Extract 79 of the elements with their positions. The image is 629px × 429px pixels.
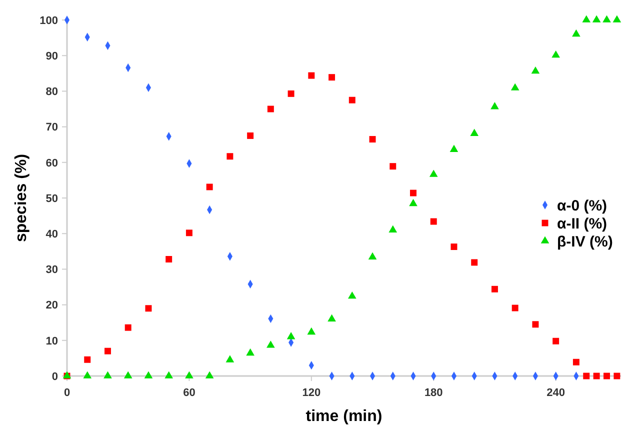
point bbox=[512, 304, 518, 312]
point bbox=[328, 314, 336, 322]
point bbox=[164, 371, 173, 378]
point bbox=[247, 132, 254, 139]
point bbox=[582, 15, 591, 22]
point bbox=[390, 163, 396, 170]
point bbox=[104, 371, 112, 378]
point bbox=[490, 102, 499, 110]
y-tick-label: 20 bbox=[46, 300, 58, 312]
point bbox=[614, 372, 620, 380]
point bbox=[471, 259, 478, 266]
point bbox=[450, 144, 458, 152]
x-tick-label: 180 bbox=[424, 387, 443, 399]
point bbox=[532, 321, 539, 328]
point bbox=[144, 371, 153, 378]
y-tick-label: 100 bbox=[40, 14, 58, 27]
y-tick-label: 90 bbox=[46, 50, 58, 62]
x-tick-label: 0 bbox=[64, 387, 70, 399]
point bbox=[470, 128, 479, 136]
point bbox=[604, 372, 610, 380]
point bbox=[348, 291, 356, 299]
x-tick-label: 60 bbox=[183, 387, 196, 399]
point bbox=[348, 96, 356, 104]
point bbox=[612, 15, 622, 22]
point bbox=[410, 190, 416, 196]
legend-label: β-IV (%) bbox=[557, 233, 613, 250]
point bbox=[369, 136, 376, 142]
point bbox=[450, 244, 458, 250]
point bbox=[84, 356, 91, 363]
y-tick-label: 10 bbox=[46, 335, 58, 348]
x-tick-label: 120 bbox=[302, 387, 321, 399]
point bbox=[429, 170, 438, 177]
y-tick-label: 30 bbox=[46, 264, 58, 276]
point bbox=[226, 355, 234, 362]
point bbox=[368, 252, 377, 260]
point bbox=[266, 340, 275, 348]
point bbox=[288, 90, 294, 97]
point bbox=[388, 225, 398, 232]
point bbox=[430, 218, 437, 225]
point bbox=[267, 106, 274, 112]
y-tick-label: 50 bbox=[46, 192, 58, 205]
point bbox=[307, 327, 316, 335]
point bbox=[124, 324, 132, 331]
point bbox=[583, 372, 590, 380]
y-tick-label: 40 bbox=[46, 228, 58, 240]
y-tick-label: 0 bbox=[52, 370, 58, 383]
point bbox=[409, 198, 418, 206]
point bbox=[124, 371, 132, 378]
point bbox=[205, 371, 214, 378]
legend-label: α-II (%) bbox=[557, 215, 608, 232]
point bbox=[104, 348, 111, 354]
point bbox=[185, 371, 194, 378]
point bbox=[510, 83, 520, 90]
point bbox=[602, 15, 611, 22]
y-axis-title: species (%) bbox=[13, 154, 30, 242]
point bbox=[83, 371, 92, 378]
point bbox=[572, 358, 580, 366]
point bbox=[328, 74, 336, 81]
point bbox=[145, 305, 152, 312]
point bbox=[592, 15, 601, 22]
point bbox=[186, 230, 192, 236]
point bbox=[531, 66, 540, 74]
y-tick-label: 60 bbox=[46, 157, 58, 170]
point bbox=[572, 29, 580, 37]
point bbox=[552, 50, 560, 58]
point bbox=[286, 332, 296, 340]
point bbox=[206, 184, 213, 190]
point bbox=[491, 286, 498, 292]
point bbox=[593, 372, 600, 380]
y-tick-label: 80 bbox=[46, 86, 58, 98]
legend-label: α-0 (%) bbox=[557, 197, 608, 214]
point bbox=[552, 338, 560, 344]
point bbox=[246, 348, 254, 356]
point bbox=[308, 72, 315, 79]
x-axis-title: time (min) bbox=[306, 408, 382, 425]
y-tick-label: 70 bbox=[46, 122, 58, 134]
point bbox=[166, 256, 172, 262]
point bbox=[226, 153, 234, 160]
x-tick-label: 240 bbox=[546, 387, 566, 399]
